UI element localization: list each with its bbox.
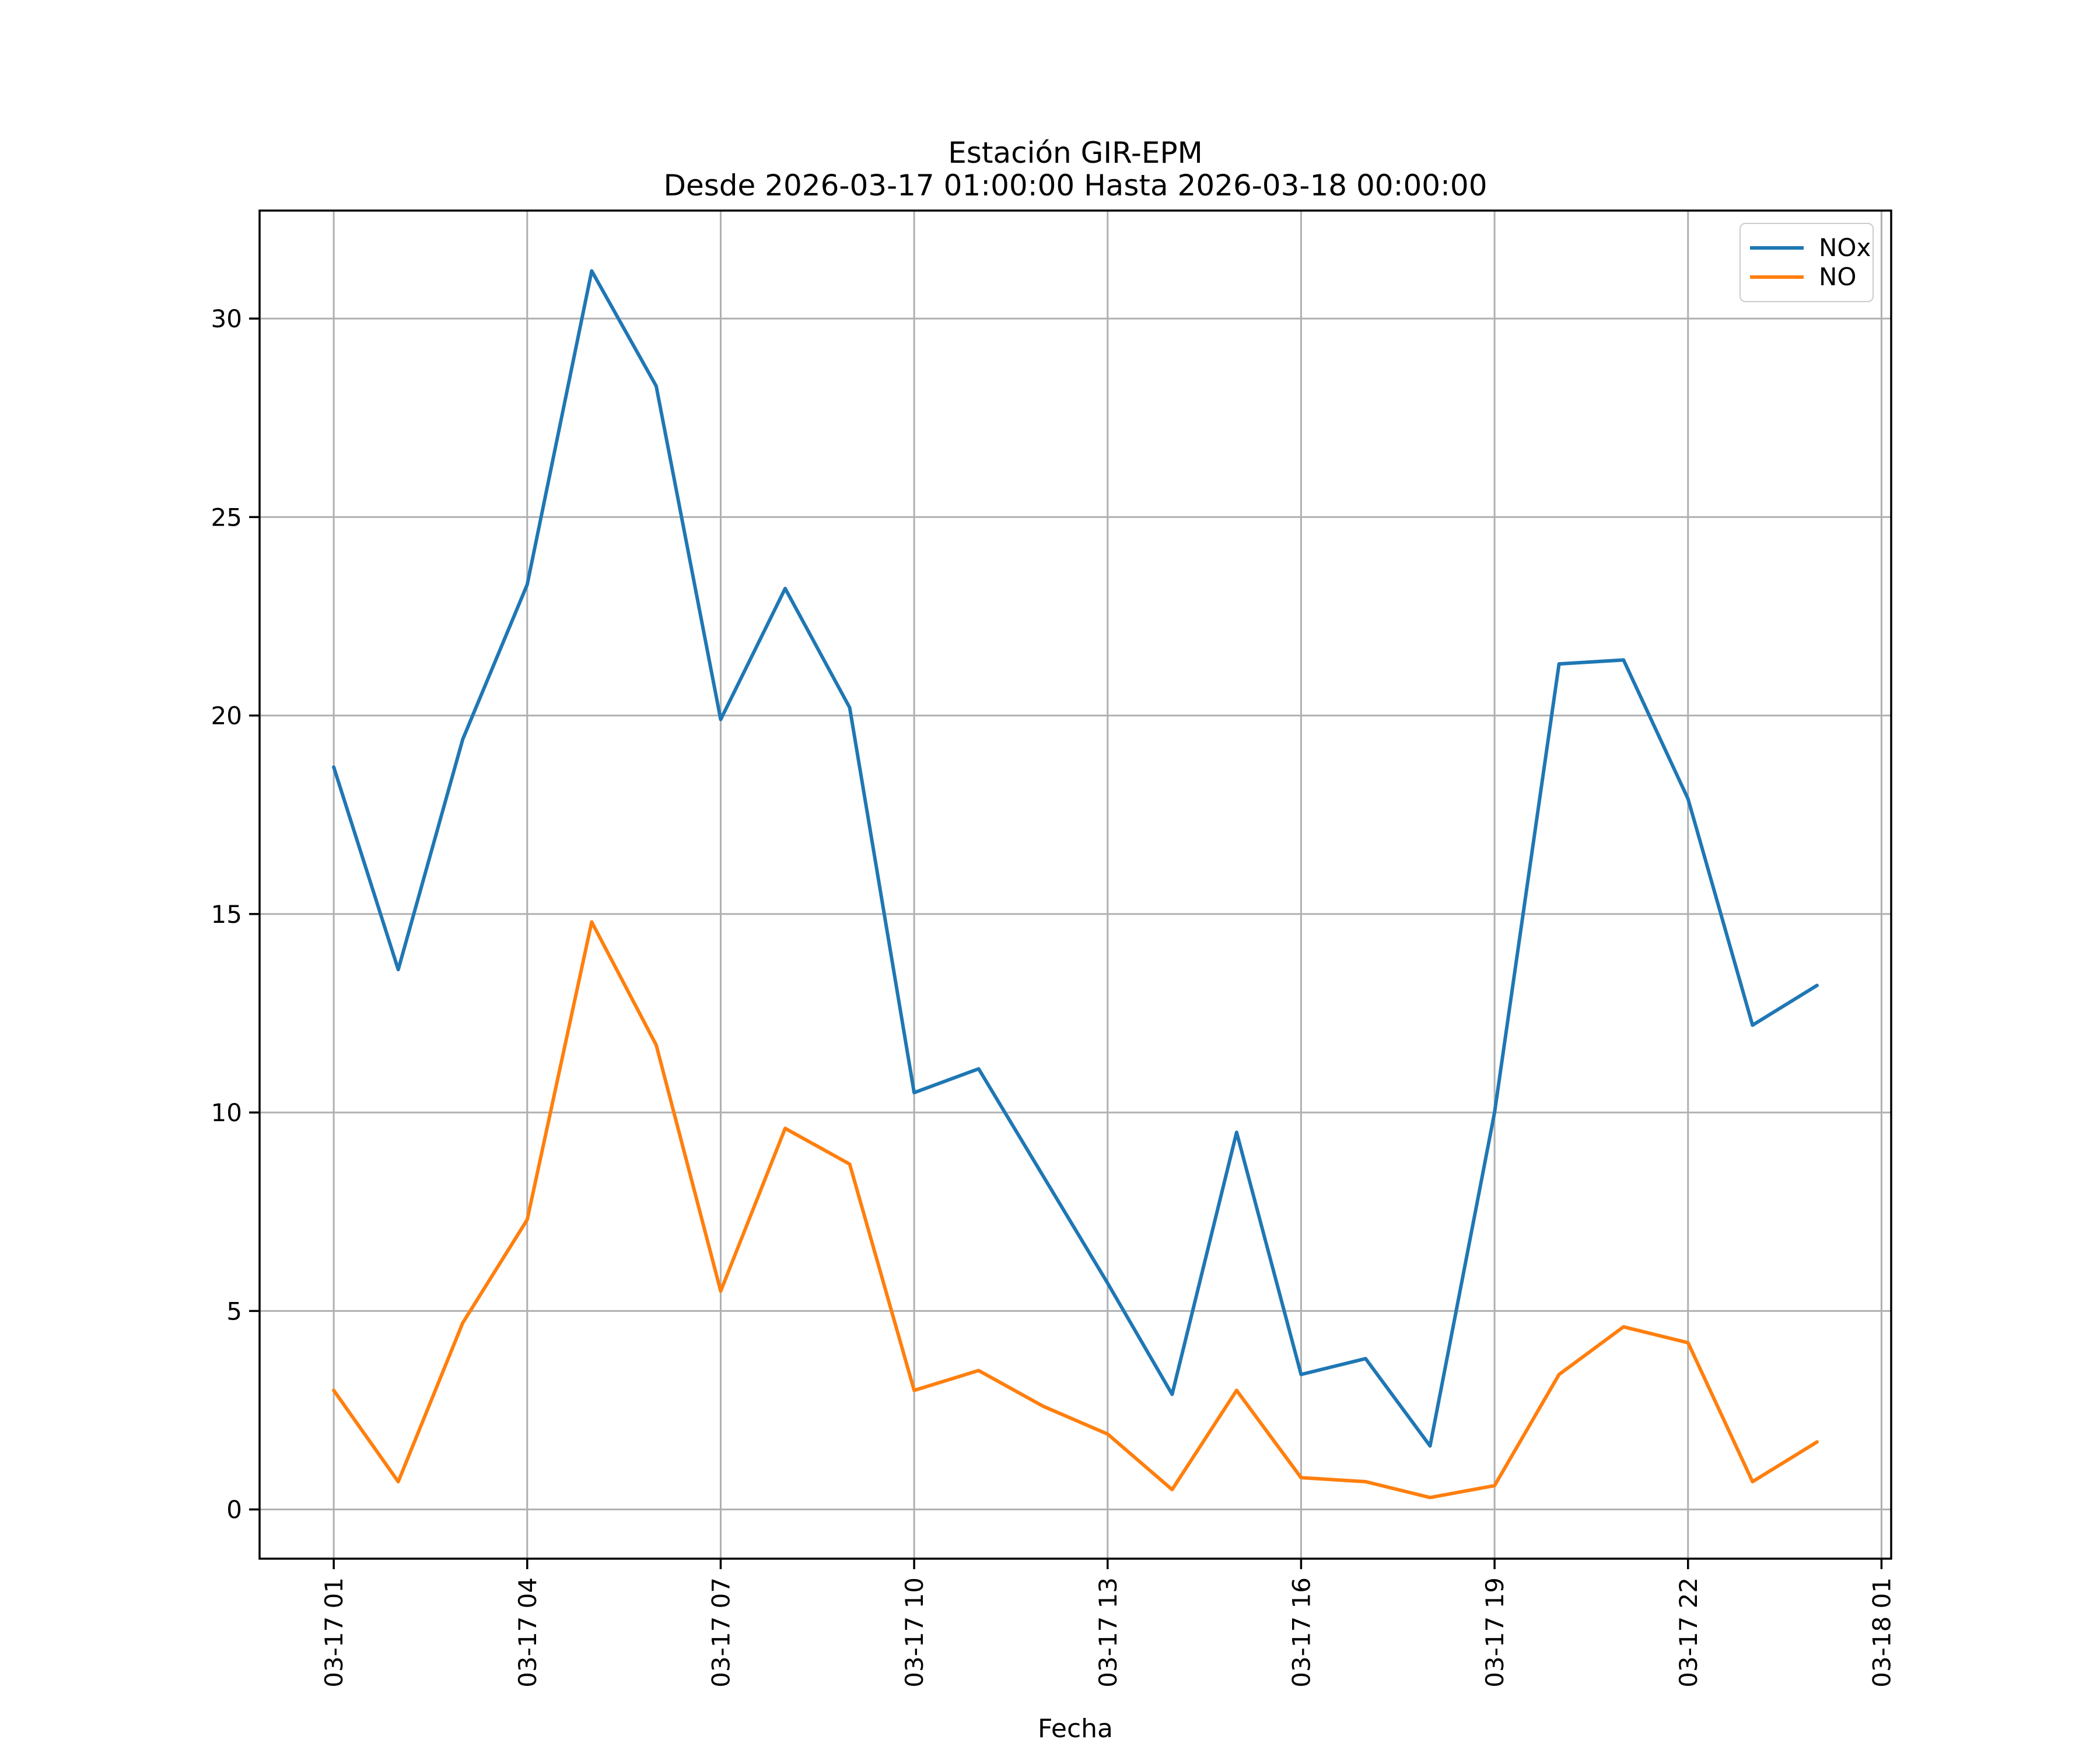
x-tick-label: 03-17 22	[1674, 1577, 1703, 1688]
x-tick-label: 03-17 16	[1287, 1577, 1315, 1688]
chart-subtitle: Desde 2026-03-17 01:00:00 Hasta 2026-03-…	[663, 169, 1488, 202]
legend-line-sample-no	[1750, 275, 1804, 279]
legend-item-nox: NOx	[1750, 236, 1871, 260]
y-tick-label: 10	[211, 1098, 242, 1127]
x-tick-label: 03-17 13	[1094, 1577, 1122, 1688]
x-axis-label: Fecha	[1037, 1714, 1113, 1744]
x-tick-label: 03-18 01	[1867, 1577, 1896, 1688]
x-tick-label: 03-17 10	[900, 1577, 929, 1688]
series-line-nox	[332, 269, 1819, 1448]
x-tick-label: 03-17 19	[1480, 1577, 1509, 1688]
legend-line-sample-nox	[1750, 246, 1804, 250]
chart-title: Estación GIR-EPM	[948, 136, 1203, 170]
y-tick-label: 15	[211, 900, 242, 929]
y-tick-label: 20	[211, 702, 242, 730]
legend: NOx NO	[1740, 223, 1874, 302]
x-tick-label: 03-17 07	[706, 1577, 735, 1688]
plot-border	[258, 209, 1892, 1560]
legend-item-no: NO	[1750, 265, 1861, 289]
y-tick-label: 0	[226, 1496, 242, 1524]
y-tick-label: 25	[211, 503, 242, 531]
legend-label-no: NO	[1819, 262, 1857, 291]
x-tick-label: 03-17 04	[513, 1577, 542, 1688]
y-tick-label: 5	[226, 1297, 242, 1325]
y-tick-label: 30	[211, 304, 242, 333]
x-tick-label: 03-17 01	[320, 1577, 348, 1688]
series-line-no	[332, 920, 1819, 1500]
legend-label-nox: NOx	[1819, 233, 1871, 262]
